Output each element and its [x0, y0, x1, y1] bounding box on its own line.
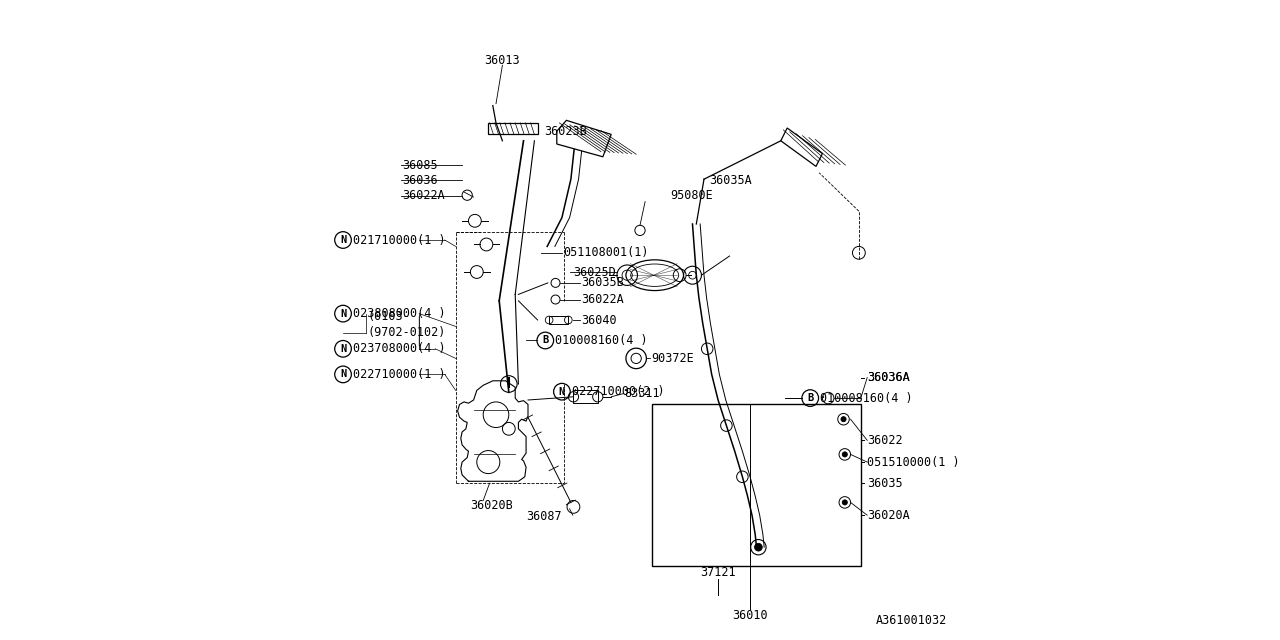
Text: 36040: 36040	[581, 314, 617, 326]
Text: 36022A: 36022A	[581, 293, 623, 306]
Text: B: B	[808, 393, 813, 403]
Text: 83311: 83311	[625, 387, 660, 400]
Text: N: N	[340, 344, 346, 354]
Text: 023808000(4 ): 023808000(4 )	[353, 307, 445, 320]
Bar	[549, 316, 568, 324]
Text: 37121: 37121	[700, 566, 736, 579]
Polygon shape	[557, 120, 612, 157]
Text: (0103-: (0103-	[369, 310, 411, 323]
Bar	[573, 390, 598, 403]
Text: 36022: 36022	[868, 434, 902, 447]
Text: 36036A: 36036A	[868, 371, 910, 384]
Text: 36085: 36085	[402, 159, 438, 172]
Text: 36020B: 36020B	[471, 499, 513, 512]
Text: N: N	[340, 308, 346, 319]
Text: 36020A: 36020A	[868, 509, 910, 522]
Text: 051108001(1): 051108001(1)	[563, 246, 649, 259]
Text: 051510000(1 ): 051510000(1 )	[868, 456, 960, 468]
Polygon shape	[781, 128, 823, 166]
Bar	[652, 404, 860, 566]
Text: A361001032: A361001032	[876, 614, 947, 627]
Text: N: N	[559, 387, 564, 397]
Text: 36035A: 36035A	[709, 174, 751, 187]
Text: 36035B: 36035B	[581, 276, 623, 289]
Text: B: B	[543, 335, 548, 346]
Text: 021710000(1 ): 021710000(1 )	[353, 234, 445, 246]
Text: 36036: 36036	[402, 174, 438, 187]
Text: 022710000(1 ): 022710000(1 )	[353, 368, 445, 381]
Text: 36023B: 36023B	[544, 125, 586, 138]
Text: 95080E: 95080E	[671, 189, 713, 202]
Text: 36022A: 36022A	[402, 189, 444, 202]
Text: 010008160(4 ): 010008160(4 )	[820, 392, 913, 404]
Text: 36035: 36035	[868, 477, 902, 490]
Text: 023708000(4 ): 023708000(4 )	[353, 342, 445, 355]
Circle shape	[842, 500, 847, 505]
Text: 36013: 36013	[485, 54, 520, 67]
Text: 90372E: 90372E	[652, 352, 694, 365]
Circle shape	[842, 452, 847, 457]
Text: 022710000(2 ): 022710000(2 )	[571, 385, 664, 398]
Circle shape	[755, 543, 763, 551]
Text: N: N	[340, 235, 346, 245]
Text: 36010: 36010	[732, 609, 768, 622]
Text: 36087: 36087	[526, 510, 562, 523]
Circle shape	[841, 417, 846, 422]
Text: N: N	[340, 369, 346, 380]
Polygon shape	[488, 123, 538, 134]
Text: 36036A: 36036A	[868, 371, 910, 384]
Text: 36025D: 36025D	[573, 266, 616, 278]
Text: (9702-0102): (9702-0102)	[369, 326, 447, 339]
Text: 010008160(4 ): 010008160(4 )	[556, 334, 648, 347]
